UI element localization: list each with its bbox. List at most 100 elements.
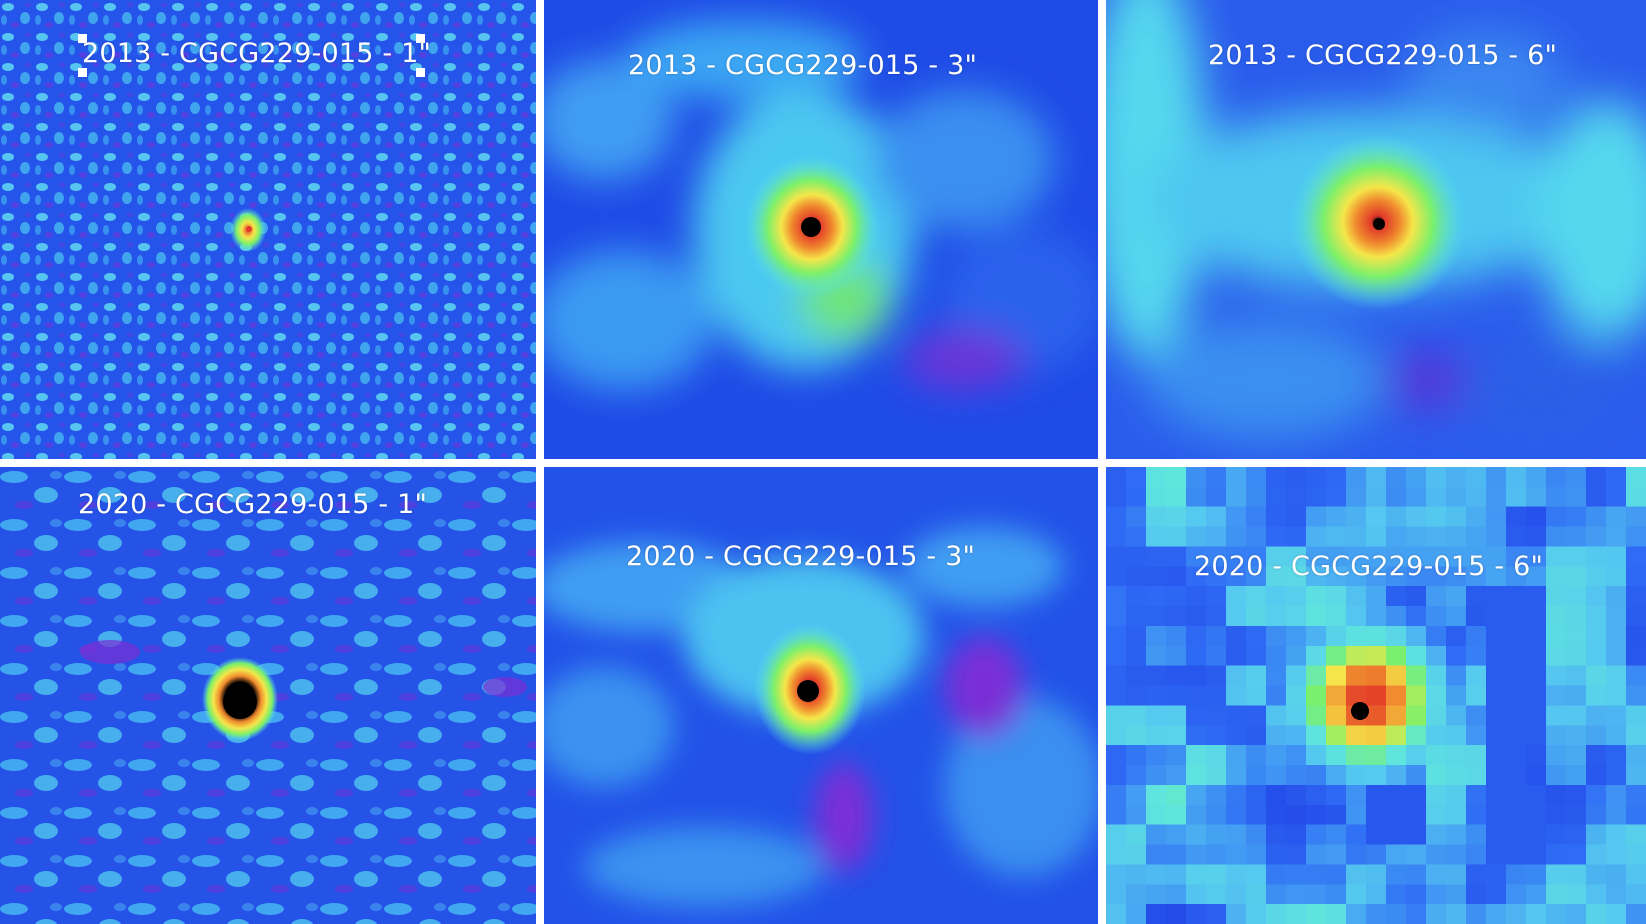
map-pixel [1366,506,1387,528]
map-pixel [1626,705,1646,726]
map-pixel [1126,725,1147,746]
map-pixel [1326,745,1347,766]
map-pixel [1406,486,1427,508]
map-pixel [1386,685,1407,707]
map-pixel [1346,824,1367,846]
selection-handle-bl[interactable] [78,68,87,77]
map-pixel [1586,804,1607,826]
map-pixel [1386,486,1407,508]
map-pixel [1126,904,1147,924]
selection-handle-tr[interactable] [416,34,425,43]
map-pixel [1606,705,1627,726]
map-pixel [1106,625,1127,647]
map-pixel [1306,725,1327,746]
map-pixel [1326,884,1347,905]
map-pixel [1326,546,1347,567]
map-pixel [1226,486,1247,508]
map-pixel [1286,725,1307,746]
map-pixel [1566,804,1587,826]
map-pixel [1626,745,1646,766]
map-pixel [1366,705,1387,726]
map-pixel [1626,566,1646,587]
map-pixel [1266,725,1287,746]
map-pixel [1606,606,1627,627]
map-pixel [1466,844,1487,865]
map-pixel [1306,765,1327,786]
map-pixel [1286,506,1307,528]
map-pixel [1586,864,1607,885]
map-pixel [1266,884,1287,905]
map-pixel [1506,526,1527,548]
map-pixel [1526,705,1547,726]
panel-title: 2020 - CGCG229-015 - 1" [78,489,428,520]
map-pixel [1346,804,1367,826]
map-pixel [1546,486,1567,508]
map-pixel [1506,765,1527,786]
map-pixel [1326,606,1347,627]
map-pixel [1426,844,1447,865]
map-pixel [1246,844,1267,865]
map-pixel [1146,606,1167,627]
map-pixel [1346,725,1367,746]
map-pixel [1486,884,1507,905]
map-pixel [1486,864,1507,885]
map-pixel [1306,586,1327,607]
map-pixel [1586,586,1607,607]
map-pixel [1386,645,1407,667]
map-pixel [1366,645,1387,667]
map-pixel [1126,625,1147,647]
selection-handle-tl[interactable] [78,34,87,43]
map-pixel [1386,506,1407,528]
map-pixel [1566,745,1587,766]
map-pixel [1206,765,1227,786]
map-pixel [1146,645,1167,667]
map-pixel [1286,665,1307,687]
map-pixel [1166,566,1187,587]
map-pixel [1186,546,1207,567]
map-pixel [1206,884,1227,905]
map-pixel [1446,645,1467,667]
map-pixel [1506,864,1527,885]
map-pixel [1146,586,1167,607]
map-pixel [1286,824,1307,846]
map-pixel [1506,804,1527,826]
radio-map-image [0,467,536,924]
map-pixel [1346,765,1367,786]
map-pixel [1166,645,1187,667]
panel-title: 2013 - CGCG229-015 - 3" [628,50,978,81]
map-pixel [1246,705,1267,726]
map-pixel [1306,804,1327,826]
map-pixel [1606,725,1627,746]
map-pixel [1526,506,1547,528]
map-pixel [1166,844,1187,865]
map-pixel [1186,645,1207,667]
map-pixel [1346,526,1367,548]
map-pixel [1226,566,1247,587]
map-pixel [1306,824,1327,846]
map-pixel [1186,566,1207,587]
map-pixel [1126,884,1147,905]
map-pixel [1146,665,1167,687]
selection-handle-br[interactable] [416,68,425,77]
map-pixel [1186,884,1207,905]
map-pixel [1606,645,1627,667]
map-pixel [1206,606,1227,627]
map-pixel [1346,904,1367,924]
map-pixel [1266,864,1287,885]
map-pixel [1446,506,1467,528]
map-pixel [1226,685,1247,707]
map-pixel [1426,586,1447,607]
map-pixel [1406,606,1427,627]
map-pixel [1486,844,1507,865]
map-pixel [1126,606,1147,627]
map-pixel [1306,546,1327,567]
map-pixel [1146,745,1167,766]
map-pixel [1206,586,1227,607]
map-pixel [1186,625,1207,647]
map-pixel [1466,546,1487,567]
map-pixel [1346,645,1367,667]
map-pixel [1506,824,1527,846]
map-pixel [1566,904,1587,924]
map-pixel [1206,645,1227,667]
map-pixel [1286,884,1307,905]
